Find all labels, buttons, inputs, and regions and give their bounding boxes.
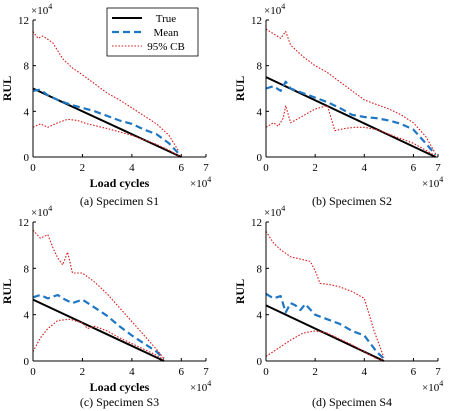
y-tick-label: 4 [24,106,30,118]
series-line-95-cb-lower [32,318,165,361]
x-tick-label: 4 [362,162,368,174]
x-axis-label: Load cycles [90,176,150,190]
series-line-mean [265,80,437,156]
x-tick-label: 7 [203,162,209,174]
y-tick-label: 8 [257,61,263,73]
x-tick-label: 2 [312,162,318,174]
x-tick-label: 4 [129,366,135,378]
x-tick-label: 2 [312,366,318,378]
y-axis-multiplier: ×104 [264,204,285,219]
y-tick-label: 4 [257,106,263,118]
x-tick-label: 7 [203,366,209,378]
x-axis-label: Load cycles [90,380,150,394]
legend-entry-label: Mean [153,27,179,39]
y-axis-multiplier: ×104 [31,204,52,219]
x-tick-label: 4 [129,162,135,174]
y-tick-label: 8 [257,263,263,275]
series-line-95-cb-lower [265,105,436,157]
series-line-95-cb-upper [32,31,180,152]
y-tick-label: 12 [18,217,29,229]
x-tick-label: 2 [80,366,86,378]
legend-box [106,7,199,57]
x-tick-label: 6 [179,162,185,174]
y-tick-label: 0 [24,152,30,164]
y-axis-label: RUL [233,76,247,101]
y-tick-label: 4 [257,310,263,322]
x-axis-multiplier: ×104 [422,175,443,190]
panel-caption: (a) Specimen S1 [80,194,159,208]
y-tick-label: 8 [24,263,30,275]
panel-caption: (d) Specimen S4 [312,395,392,409]
y-tick-label: 0 [257,356,263,368]
x-tick-label: 0 [263,366,269,378]
x-tick-label: 2 [80,162,86,174]
x-tick-label: 7 [435,162,441,174]
legend-entry-label: 95% CB [147,41,185,53]
y-tick-label: 0 [257,152,263,164]
series-line-95-cb-upper [265,231,385,358]
x-axis-multiplier: ×104 [190,379,211,394]
y-axis-multiplier: ×104 [264,2,285,17]
y-tick-label: 12 [251,15,262,27]
y-tick-label: 4 [24,310,30,322]
legend: True Mean 95% CB [106,7,199,57]
y-tick-label: 12 [251,217,262,229]
panel-caption: (c) Specimen S3 [80,395,159,409]
x-tick-label: 6 [411,366,417,378]
x-tick-label: 6 [179,366,185,378]
series-line-mean [32,293,165,360]
legend-entry-label: True [156,13,176,25]
y-axis-label: RUL [0,279,14,304]
series-line-mean [265,292,385,360]
series-line-true [265,304,385,362]
y-tick-label: 8 [24,61,30,73]
series-line-95-cb-upper [32,229,165,360]
x-tick-label: 7 [435,366,441,378]
series-line-95-cb-lower [265,330,385,361]
series-line-true [32,298,165,362]
x-tick-label: 0 [30,162,36,174]
y-tick-label: 12 [18,15,29,27]
x-tick-label: 0 [263,162,269,174]
x-tick-label: 0 [30,366,36,378]
series-line-95-cb-lower [32,118,180,157]
panel-caption: (b) Specimen S2 [312,194,392,208]
x-tick-label: 4 [362,366,368,378]
y-axis-multiplier: ×104 [31,2,52,17]
x-axis-multiplier: ×104 [422,379,443,394]
y-axis-label: RUL [0,76,14,101]
y-axis-label: RUL [233,279,247,304]
series-line-95-cb-upper [265,28,436,154]
y-tick-label: 0 [24,356,30,368]
x-axis-multiplier: ×104 [190,175,211,190]
x-tick-label: 6 [411,162,417,174]
